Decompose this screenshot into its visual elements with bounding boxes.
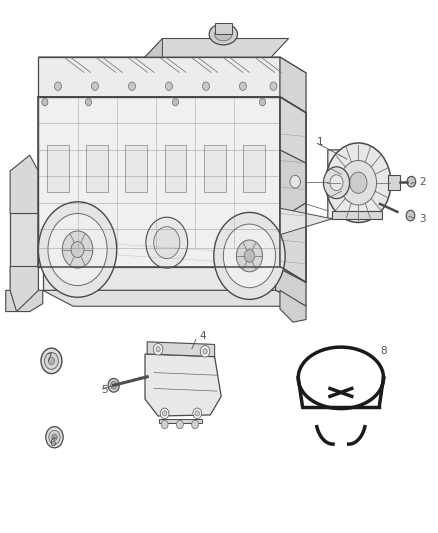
Circle shape [39,202,117,297]
Circle shape [290,175,300,188]
Circle shape [156,346,160,352]
Circle shape [193,408,201,419]
Circle shape [49,430,60,444]
Circle shape [406,211,415,221]
Circle shape [195,411,199,416]
Circle shape [240,82,247,91]
Circle shape [259,99,265,106]
Polygon shape [145,38,289,57]
Circle shape [350,172,367,193]
Circle shape [325,143,391,222]
Circle shape [92,82,99,91]
Circle shape [173,99,179,106]
Circle shape [268,257,274,265]
Polygon shape [43,290,306,306]
Text: 5: 5 [102,384,108,394]
Circle shape [42,99,48,106]
Polygon shape [159,419,201,423]
Circle shape [191,420,198,429]
Circle shape [153,343,163,355]
Polygon shape [145,354,221,416]
Circle shape [244,249,254,262]
Circle shape [330,175,343,191]
Polygon shape [10,155,39,214]
Circle shape [162,411,167,416]
Polygon shape [39,57,306,73]
Circle shape [154,227,180,259]
Circle shape [237,240,262,272]
Circle shape [108,378,119,392]
Circle shape [48,214,107,286]
Circle shape [177,420,184,429]
Circle shape [200,345,210,357]
Circle shape [323,167,350,199]
Circle shape [48,357,54,365]
Polygon shape [10,214,39,266]
Polygon shape [125,144,147,192]
Polygon shape [328,150,380,219]
Circle shape [45,352,58,369]
Polygon shape [147,342,215,357]
Circle shape [203,349,207,354]
Text: 3: 3 [419,214,426,224]
Polygon shape [39,97,280,266]
Polygon shape [10,266,39,312]
Circle shape [407,176,416,187]
Ellipse shape [209,23,237,45]
Text: 7: 7 [45,353,52,362]
Polygon shape [6,290,43,312]
Polygon shape [280,290,306,322]
Circle shape [146,217,187,268]
Polygon shape [280,57,306,113]
Polygon shape [215,22,232,34]
Circle shape [223,224,276,288]
Circle shape [128,82,135,91]
Circle shape [42,257,48,265]
Polygon shape [47,144,69,192]
Polygon shape [280,208,332,235]
Polygon shape [43,266,276,290]
Polygon shape [243,144,265,192]
Text: 8: 8 [380,346,387,357]
Circle shape [41,348,62,374]
Polygon shape [39,57,280,97]
Polygon shape [280,150,306,214]
Circle shape [202,82,209,91]
Circle shape [270,82,277,91]
Polygon shape [10,214,39,290]
Circle shape [161,420,168,429]
Polygon shape [86,144,108,192]
Circle shape [71,241,84,257]
Text: 6: 6 [49,438,56,448]
Circle shape [160,408,169,419]
Polygon shape [276,266,306,306]
Circle shape [54,82,61,91]
Circle shape [46,426,63,448]
Circle shape [111,382,117,389]
Circle shape [214,213,285,300]
Text: 4: 4 [199,332,206,342]
Ellipse shape [215,28,232,41]
Text: 1: 1 [317,137,324,147]
Polygon shape [280,97,306,282]
Circle shape [340,160,377,205]
Circle shape [52,434,57,440]
Circle shape [166,82,173,91]
Text: 2: 2 [419,176,426,187]
Polygon shape [388,175,399,190]
Polygon shape [145,38,162,57]
Polygon shape [204,144,226,192]
Circle shape [62,231,93,268]
Circle shape [85,99,92,106]
Polygon shape [165,144,186,192]
Polygon shape [332,211,382,219]
